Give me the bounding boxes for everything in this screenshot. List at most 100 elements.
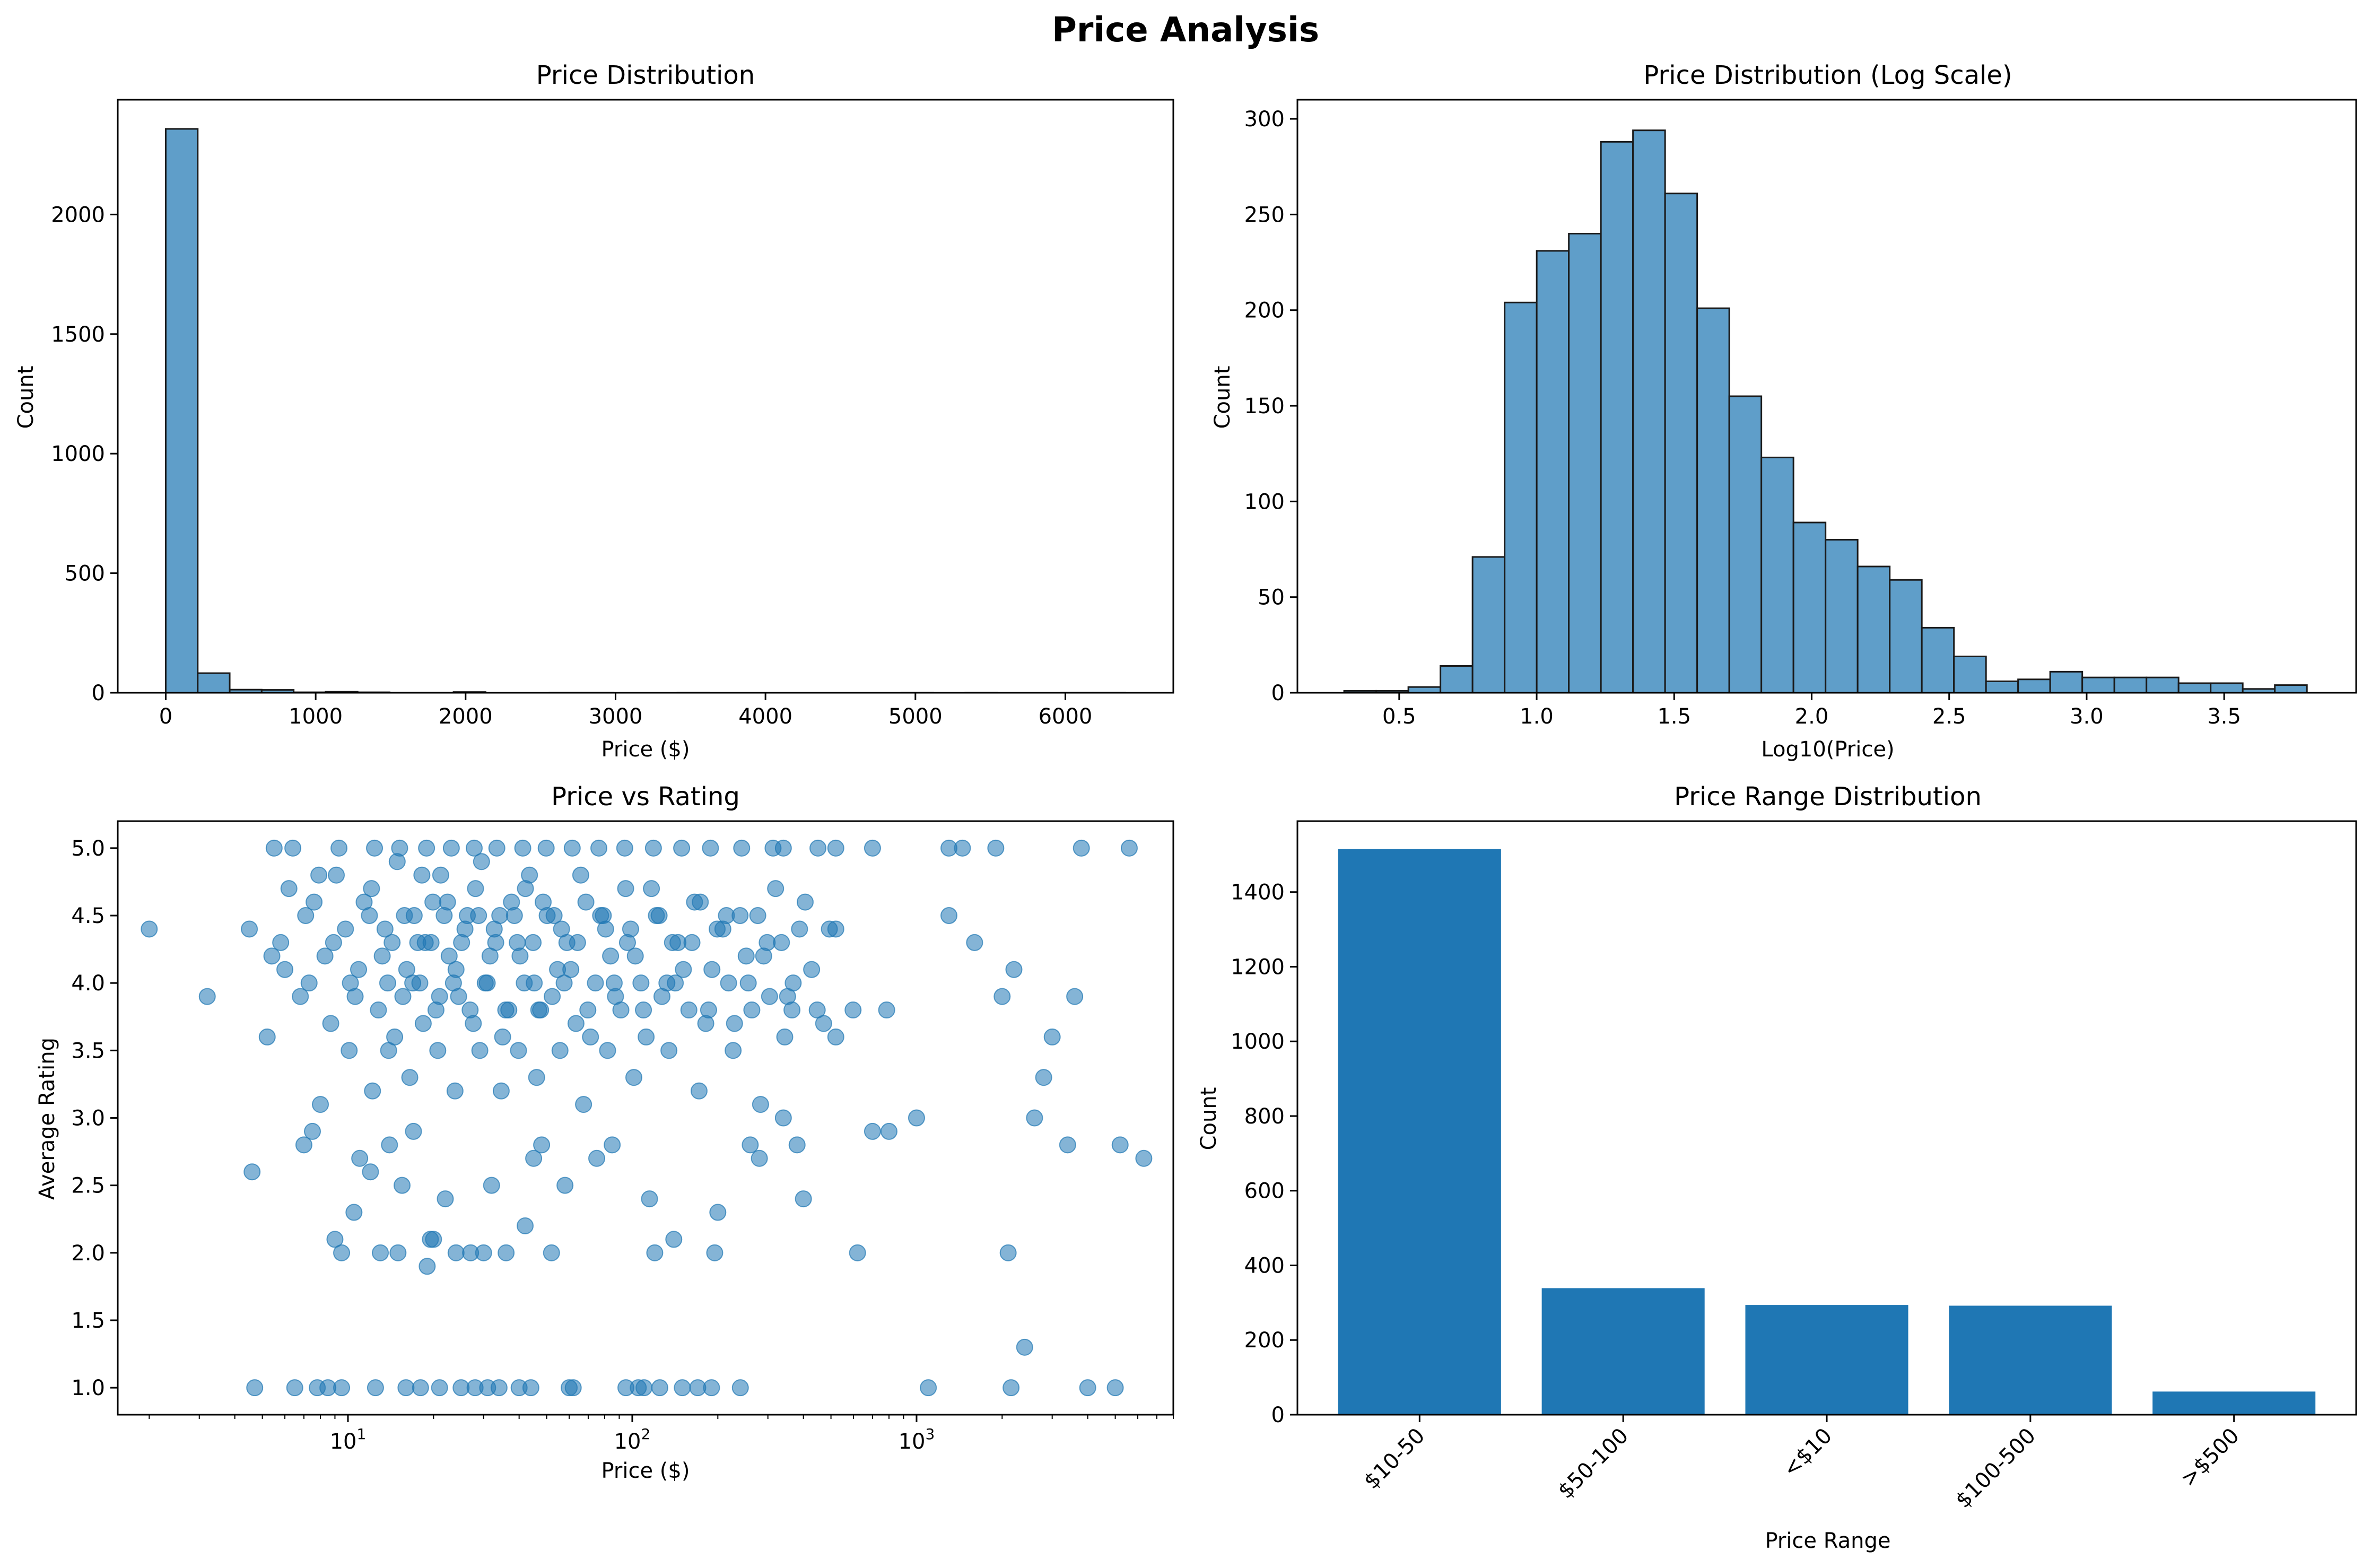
scatter-point-51 [604, 1136, 621, 1154]
scatter-point-280 [660, 1042, 678, 1059]
price-range-distribution-ytick-label-2: 400 [1244, 1253, 1285, 1278]
scatter-point-252 [595, 907, 612, 925]
scatter-point-188 [720, 974, 737, 992]
scatter-point-88 [1079, 1379, 1096, 1397]
scatter-point-185 [686, 893, 703, 911]
scatter-point-142 [796, 893, 814, 911]
scatter-point-36 [475, 1244, 492, 1261]
scatter-point-275 [528, 1069, 545, 1086]
scatter-point-96 [328, 866, 345, 884]
scatter-point-212 [673, 839, 691, 857]
scatter-point-21 [381, 1136, 398, 1154]
scatter-point-132 [680, 1001, 698, 1019]
scatter-point-211 [644, 839, 662, 857]
price-distribution-log-bar-4 [1471, 556, 1506, 694]
price-range-distribution-ytick-label-1: 200 [1244, 1328, 1285, 1353]
scatter-point-91 [1135, 1149, 1153, 1167]
scatter-point-239 [461, 1001, 479, 1019]
scatter-point-147 [306, 893, 323, 911]
scatter-point-69 [795, 1190, 812, 1208]
scatter-point-238 [453, 934, 470, 951]
scatter-point-177 [602, 947, 620, 965]
price-distribution-log-bar-10 [1664, 193, 1698, 694]
scatter-point-265 [310, 866, 328, 884]
price-distribution-log-bar-8 [1600, 141, 1634, 694]
scatter-point-284 [776, 1028, 794, 1046]
price-distribution-log-bar-25 [2146, 676, 2180, 694]
scatter-point-192 [767, 880, 784, 898]
scatter-point-145 [272, 934, 290, 951]
scatter-point-68 [788, 1136, 806, 1154]
scatter-point-254 [618, 934, 636, 951]
price-distribution-log-xtick-label-2: 1.5 [1657, 704, 1691, 729]
scatter-point-152 [373, 947, 391, 965]
scatter-point-64 [731, 1379, 749, 1397]
scatter-point-267 [364, 1082, 381, 1100]
scatter-point-273 [492, 1082, 510, 1100]
scatter-point-207 [537, 839, 555, 857]
price-vs-rating-ytick-label-7: 4.5 [71, 904, 105, 928]
scatter-point-128 [638, 1028, 655, 1046]
scatter-point-149 [337, 920, 354, 938]
scatter-point-27 [419, 1258, 436, 1275]
scatter-point-240 [470, 907, 487, 925]
price-range-distribution-ytick-label-6: 1200 [1231, 955, 1285, 979]
price-distribution-ytick-label-2: 1000 [51, 442, 105, 466]
price-distribution-log-bar-7 [1568, 232, 1602, 694]
price-distribution-log-bar-15 [1825, 538, 1859, 694]
scatter-point-225 [300, 974, 318, 992]
scatter-point-253 [605, 974, 623, 992]
scatter-point-137 [737, 947, 755, 965]
price-distribution-log-ytick-label-6: 300 [1244, 107, 1285, 132]
scatter-point-210 [616, 839, 633, 857]
price-distribution-ylabel: Count [14, 366, 38, 429]
price-vs-rating-ytick-label-6: 4.0 [71, 971, 105, 996]
scatter-point-44 [525, 1149, 543, 1167]
scatter-point-104 [414, 1015, 432, 1032]
scatter-point-260 [718, 907, 735, 925]
price-range-bar-0 [1338, 849, 1501, 1415]
scatter-point-174 [572, 866, 589, 884]
price-vs-rating-ytick-label-3: 2.5 [71, 1174, 105, 1198]
price-distribution-title: Price Distribution [536, 60, 755, 90]
scatter-point-214 [733, 839, 751, 857]
scatter-point-263 [783, 1001, 801, 1019]
scatter-point-243 [497, 1001, 515, 1019]
scatter-point-16 [345, 1204, 363, 1221]
scatter-point-219 [864, 839, 881, 857]
scatter-point-138 [749, 907, 766, 925]
scatter-point-231 [394, 988, 412, 1005]
scatter-point-42 [517, 1217, 534, 1234]
scatter-point-194 [791, 920, 808, 938]
scatter-point-134 [703, 961, 721, 978]
scatter-point-9 [304, 1122, 321, 1140]
scatter-point-170 [535, 893, 552, 911]
price-distribution-log-ytick-label-5: 250 [1244, 203, 1285, 227]
scatter-point-76 [940, 907, 958, 925]
price-distribution-xtick-label-0: 0 [159, 704, 172, 729]
scatter-point-269 [401, 1069, 419, 1086]
scatter-point-222 [987, 839, 1005, 857]
scatter-point-203 [442, 839, 460, 857]
scatter-point-182 [653, 988, 670, 1005]
scatter-point-251 [579, 1001, 597, 1019]
price-range-distribution-xlabel: Price Range [1765, 1529, 1890, 1553]
scatter-point-178 [612, 1001, 630, 1019]
scatter-point-39 [490, 1379, 508, 1397]
price-distribution-log-bar-26 [2177, 682, 2212, 694]
price-vs-rating-ylabel: Average Rating [35, 1038, 59, 1200]
scatter-point-272 [471, 1042, 489, 1059]
scatter-point-84 [1035, 1069, 1052, 1086]
scatter-point-83 [1026, 1109, 1043, 1127]
scatter-point-87 [1066, 988, 1084, 1005]
price-range-distribution-ytick-label-7: 1400 [1231, 881, 1285, 905]
scatter-point-1 [198, 988, 216, 1005]
scatter-point-150 [350, 961, 368, 978]
scatter-point-8 [295, 1136, 312, 1154]
scatter-point-205 [488, 839, 505, 857]
price-distribution-log-ytick-label-3: 150 [1244, 394, 1285, 419]
scatter-point-63 [709, 1204, 727, 1221]
scatter-point-13 [326, 1231, 344, 1248]
scatter-point-82 [1016, 1338, 1033, 1356]
price-distribution-log-panel: Price Distribution (Log Scale) 0.5 1.0 1.5… [1210, 60, 2357, 762]
